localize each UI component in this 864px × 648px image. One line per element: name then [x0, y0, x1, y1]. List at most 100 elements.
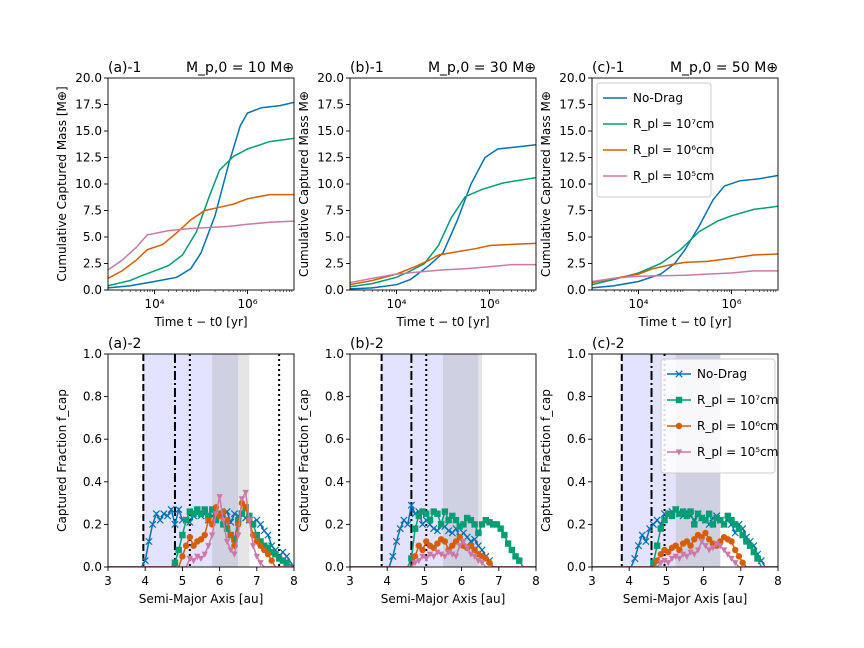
data-point	[419, 553, 426, 560]
y-tick-label: 0.8	[83, 390, 102, 404]
y-axis-label: Cumulative Captured Mass M⊕	[297, 91, 311, 277]
data-point	[475, 529, 482, 537]
data-point	[411, 525, 419, 532]
data-point	[175, 546, 182, 554]
data-point	[441, 553, 449, 560]
shaded-region	[478, 354, 483, 567]
data-point	[735, 553, 743, 560]
x-tick-label: 7	[495, 574, 503, 588]
data-point	[470, 535, 479, 543]
series-line	[350, 176, 536, 288]
data-point	[478, 560, 486, 567]
data-point	[683, 553, 691, 560]
data-point	[478, 521, 486, 528]
data-point	[482, 555, 489, 562]
data-point	[456, 543, 463, 550]
panel-title-left: (b)-1	[350, 60, 384, 76]
data-point	[242, 489, 249, 496]
data-point	[713, 541, 720, 548]
legend-frame	[660, 358, 776, 474]
shaded-region	[238, 354, 250, 567]
data-point	[657, 551, 665, 558]
data-point	[642, 537, 650, 546]
data-point	[227, 547, 234, 554]
y-tick-label: 0.8	[325, 390, 344, 404]
data-point	[452, 553, 460, 560]
x-tick-label: 3	[346, 574, 354, 588]
data-point	[186, 533, 194, 541]
y-tick-label: 0.4	[83, 475, 102, 489]
data-point	[430, 553, 437, 560]
data-point	[434, 510, 441, 517]
data-point	[713, 514, 720, 522]
legend-label: R_pl = 10⁷cm	[633, 117, 714, 131]
data-point	[732, 521, 739, 528]
legend-label: R_pl = 10⁷cm	[697, 393, 778, 407]
data-point	[205, 543, 212, 550]
panel-title-right: M_p,0 = 50 M⊕	[670, 60, 778, 76]
legend-frame	[596, 82, 712, 198]
series-line	[108, 220, 294, 271]
legend-label: R_pl = 10⁶cm	[697, 419, 778, 433]
legend-label: No-Drag	[697, 367, 747, 381]
y-tick-label: 2.5	[567, 257, 586, 271]
data-point	[279, 557, 287, 564]
data-point	[201, 531, 208, 539]
y-tick-label: 20.0	[559, 71, 586, 85]
x-axis-label: Semi-Major Axis [au]	[139, 592, 264, 606]
data-point	[683, 512, 691, 520]
series-line	[108, 193, 294, 279]
data-point	[702, 529, 709, 537]
series-line	[350, 144, 536, 290]
data-point	[223, 525, 231, 532]
data-point	[512, 553, 519, 560]
x-axis-label: Time t − t0 [yr]	[637, 315, 731, 329]
x-tick-label: 4	[625, 574, 633, 588]
y-tick-label: 0.0	[83, 560, 102, 574]
data-point	[194, 506, 201, 513]
data-point	[743, 538, 750, 545]
data-point	[705, 510, 713, 517]
data-point	[437, 521, 445, 528]
data-point	[197, 555, 205, 562]
data-point	[179, 553, 186, 560]
data-point	[264, 544, 272, 552]
data-point	[238, 510, 246, 517]
data-point	[411, 553, 419, 560]
data-point	[449, 551, 456, 558]
data-point	[430, 508, 437, 515]
data-point	[163, 512, 172, 520]
data-point	[182, 542, 190, 549]
data-point	[197, 510, 205, 517]
y-tick-label: 5.0	[83, 230, 102, 244]
data-point	[434, 549, 441, 556]
y-tick-label: 7.5	[567, 204, 586, 218]
data-point	[257, 560, 264, 567]
data-point	[720, 521, 728, 528]
panel-title-right: M_p,0 = 30 M⊕	[428, 60, 536, 76]
y-tick-label: 0.6	[83, 432, 102, 446]
data-point	[444, 527, 453, 535]
legend-marker	[675, 370, 683, 378]
data-point	[717, 543, 724, 550]
y-tick-label: 0.0	[325, 283, 344, 297]
data-point	[253, 553, 260, 560]
x-tick-label: 6	[700, 574, 708, 588]
data-point	[452, 516, 460, 524]
y-tick-label: 2.5	[325, 257, 344, 271]
data-point	[152, 510, 160, 518]
data-point	[430, 525, 438, 533]
data-point	[249, 521, 257, 528]
data-point	[261, 542, 268, 549]
axes-frame	[107, 77, 295, 291]
data-point	[261, 546, 268, 554]
data-point	[231, 536, 238, 543]
x-tick-label: 7	[253, 574, 261, 588]
data-point	[205, 516, 212, 524]
x-tick-label: 8	[290, 574, 298, 588]
panel-c2: 0.0 0.2 0.4 0.6 0.8 1.0 3 4 5 6 7 8 (c)-2 Semi-Major …	[539, 336, 782, 606]
y-tick-label: 5.0	[567, 230, 586, 244]
data-point	[408, 555, 415, 562]
y-tick-label: 20.0	[317, 71, 344, 85]
y-tick-label: 0.0	[567, 283, 586, 297]
